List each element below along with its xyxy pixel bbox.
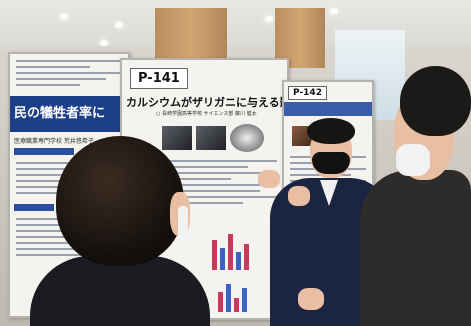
poster-section-bar — [284, 102, 372, 116]
poster-chart — [218, 282, 247, 312]
poster-section-bar — [14, 148, 74, 155]
poster-author: ○ 長崎学園高等学校 サイエンス部 藤川 健太 — [156, 111, 257, 117]
listener-hair — [400, 66, 471, 136]
poster-photo — [162, 126, 192, 150]
poster-title: カルシウムがザリガニに与える影響 — [126, 96, 289, 109]
white-mask — [178, 206, 188, 242]
presenter-hair — [307, 118, 355, 144]
poster-number-tag: P-142 — [288, 86, 327, 100]
black-mask — [312, 152, 350, 174]
presenter-hand — [258, 170, 280, 188]
ceiling-light — [115, 22, 123, 28]
poster-photo — [196, 126, 226, 150]
poster-chart — [212, 230, 249, 270]
white-mask — [396, 144, 430, 176]
listener-hand — [298, 288, 324, 310]
poster-section-bar — [14, 204, 54, 211]
ceiling-light — [100, 40, 108, 46]
listener-right — [298, 60, 471, 326]
ceiling-light — [60, 14, 68, 20]
poster-author: 医療職業専門学校 荒井悠希子 — [14, 138, 94, 145]
dark-jacket — [30, 256, 210, 326]
listener-left — [30, 136, 210, 326]
listener-hair — [56, 136, 184, 266]
poster-photo — [230, 124, 264, 152]
poster-number-tag: P-141 — [130, 68, 188, 89]
poster-text — [16, 60, 122, 90]
presenter-hand — [288, 186, 310, 206]
ceiling-light — [330, 8, 338, 14]
poster-text — [162, 160, 277, 208]
poster-banner: 民の犠牲者率に — [10, 96, 128, 132]
dark-jacket — [360, 170, 471, 326]
ceiling-light — [265, 16, 273, 22]
